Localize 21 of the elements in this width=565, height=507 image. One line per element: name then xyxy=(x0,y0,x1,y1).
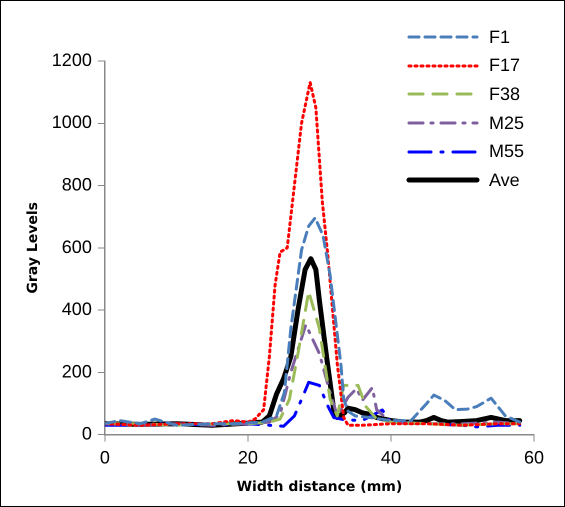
x-tick-label: 20 xyxy=(238,447,258,468)
x-tick-label: 40 xyxy=(380,447,401,468)
legend-label: F38 xyxy=(488,84,520,105)
legend-label: Ave xyxy=(488,170,520,191)
legend-label: M25 xyxy=(488,112,524,134)
legend-label: F1 xyxy=(488,26,510,48)
y-tick-label: 400 xyxy=(62,299,92,320)
x-tick-label: 0 xyxy=(100,447,110,468)
y-tick-label: 1000 xyxy=(52,112,92,132)
y-tick-label: 800 xyxy=(62,174,92,194)
legend-label: F17 xyxy=(488,55,520,76)
line-series xyxy=(104,80,522,427)
x-axis-title: Width distance (mm) xyxy=(236,479,402,496)
y-tick-label: 200 xyxy=(62,361,92,382)
x-tick-label: 60 xyxy=(524,447,544,468)
legend-label: M55 xyxy=(488,141,524,162)
y-tick-label: 1200 xyxy=(52,50,92,70)
y-tick-label: 600 xyxy=(62,236,92,257)
y-tick-label: 0 xyxy=(82,424,92,444)
y-axis-title: Gray Levels xyxy=(25,202,42,294)
line-series xyxy=(104,216,522,427)
